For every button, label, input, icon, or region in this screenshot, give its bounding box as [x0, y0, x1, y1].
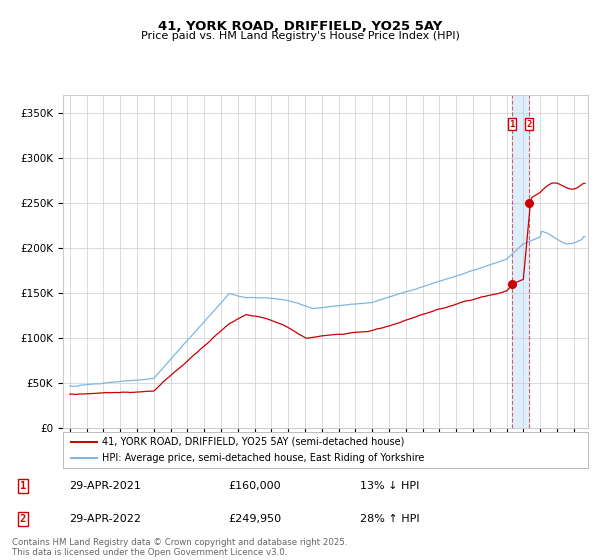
Text: 28% ↑ HPI: 28% ↑ HPI	[360, 514, 419, 524]
Text: £249,950: £249,950	[228, 514, 281, 524]
Text: £160,000: £160,000	[228, 481, 281, 491]
Text: HPI: Average price, semi-detached house, East Riding of Yorkshire: HPI: Average price, semi-detached house,…	[103, 453, 425, 463]
Text: 29-APR-2022: 29-APR-2022	[69, 514, 141, 524]
Text: 41, YORK ROAD, DRIFFIELD, YO25 5AY (semi-detached house): 41, YORK ROAD, DRIFFIELD, YO25 5AY (semi…	[103, 437, 405, 447]
Text: 13% ↓ HPI: 13% ↓ HPI	[360, 481, 419, 491]
Text: 1: 1	[509, 119, 515, 128]
Text: Price paid vs. HM Land Registry's House Price Index (HPI): Price paid vs. HM Land Registry's House …	[140, 31, 460, 41]
Text: 41, YORK ROAD, DRIFFIELD, YO25 5AY: 41, YORK ROAD, DRIFFIELD, YO25 5AY	[158, 20, 442, 33]
Text: 2: 2	[526, 119, 532, 128]
Bar	[512, 95, 529, 428]
Text: 1: 1	[20, 481, 26, 491]
Text: Contains HM Land Registry data © Crown copyright and database right 2025.
This d: Contains HM Land Registry data © Crown c…	[12, 538, 347, 557]
Text: 29-APR-2021: 29-APR-2021	[69, 481, 141, 491]
Text: 2: 2	[20, 514, 26, 524]
